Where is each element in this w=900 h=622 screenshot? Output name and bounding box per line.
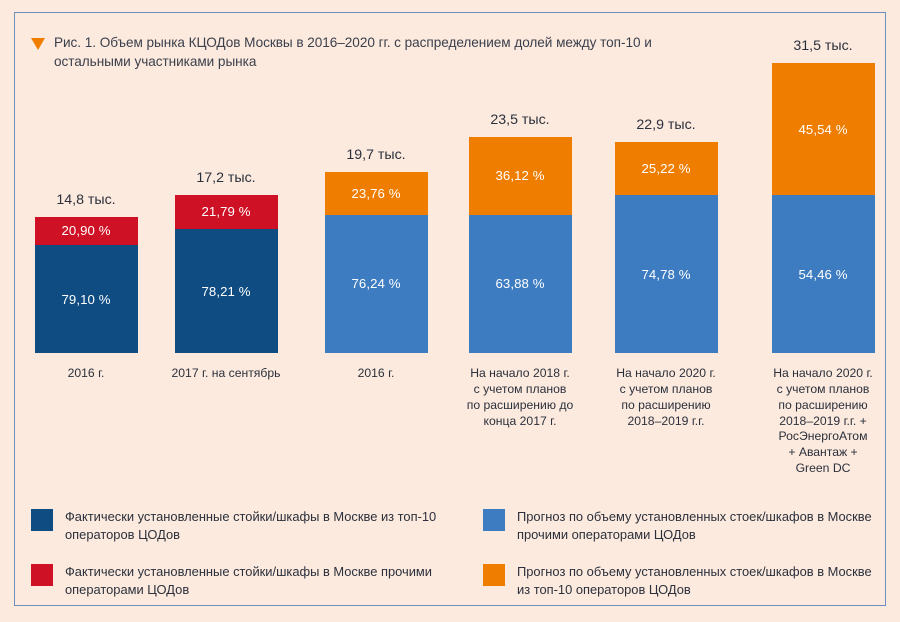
bar-segment-label: 54,46 % <box>798 266 848 282</box>
figure-title-text: Рис. 1. Объем рынка КЦОДов Москвы в 2016… <box>54 35 652 70</box>
bar-total-label: 22,9 тыс. <box>636 117 696 134</box>
bar-segment: 25,22 % <box>614 142 718 196</box>
legend-item-right-2[interactable]: Прогноз по объему установленных стоек/шк… <box>483 563 877 598</box>
category-label-line: РосЭнергоАтом <box>778 429 868 444</box>
category-label-line: 2018–2019 г.г. <box>627 413 705 428</box>
bar-total-label: 14,8 тыс. <box>56 191 116 208</box>
category-label-line: по расширению до <box>466 397 574 412</box>
category-label-line: по расширению <box>778 397 868 412</box>
bar-segment: 74,78 % <box>614 195 718 353</box>
category-label-line: с учетом планов <box>776 381 870 396</box>
legend-color-swatch <box>483 564 505 587</box>
category-label-line: с учетом планов <box>619 381 713 396</box>
bar-total-label: 31,5 тыс. <box>793 38 853 54</box>
triangle-down-icon <box>31 38 45 50</box>
bar-segment: 20,90 % <box>34 216 138 246</box>
bar-segment-label: 63,88 % <box>495 276 545 292</box>
bar-total-label: 17,2 тыс. <box>196 169 256 186</box>
bar-segment-label: 21,79 % <box>201 204 251 220</box>
category-label-line: На начало 2018 г. <box>470 366 570 380</box>
legend-item-label: Фактически установленные стойки/шкафы в … <box>65 564 432 597</box>
bar-segment: 54,46 % <box>771 195 875 353</box>
figure-title: Рис. 1. Объем рынка КЦОДов Москвы в 2016… <box>31 33 661 72</box>
category-label-line: На начало 2020 г. <box>616 366 716 380</box>
chart-plot-area: 20,90 % 79,10 % 14,8 тыс. 2016 г. 21,79 % 78,… <box>15 13 887 607</box>
category-label: 2016 г. <box>0 366 181 382</box>
category-label: На начало 2018 г. с учетом планов по расши… <box>425 366 615 429</box>
legend-column-left: Фактически установленные стойки/шкафы в … <box>31 508 483 598</box>
bar-segment: 79,10 % <box>34 245 138 353</box>
bar-segment-label: 79,10 % <box>61 291 111 307</box>
bar-segment-label: 23,76 % <box>351 185 401 201</box>
category-label-line: На начало 2020 г. <box>773 366 873 380</box>
category-label-line: 2018–2019 г.г. + <box>779 413 867 428</box>
bar-segment-label: 36,12 % <box>495 168 545 184</box>
bar-segment: 76,24 % <box>324 214 428 353</box>
category-label: 2017 г. на сентябрь <box>131 366 321 382</box>
bar-segment: 23,76 % <box>324 171 428 215</box>
bar-column: 20,90 % 79,10 % <box>34 216 138 353</box>
bar-segment-label: 25,22 % <box>641 161 691 177</box>
category-label-line: конца 2017 г. <box>483 413 557 428</box>
bar-segment-label: 76,24 % <box>351 276 401 292</box>
bar-segment: 78,21 % <box>174 229 278 353</box>
category-label-line: 2016 г. <box>67 366 105 380</box>
category-label: 2016 г. <box>281 366 471 382</box>
bar-total-label: 19,7 тыс. <box>346 146 406 163</box>
bar-total-label: 23,5 тыс. <box>490 111 550 128</box>
bar-segment: 36,12 % <box>468 136 572 215</box>
legend-item-label: Фактически установленные стойки/шкафы в … <box>65 509 437 542</box>
legend-color-swatch <box>31 509 53 531</box>
legend-item-left-2[interactable]: Фактически установленные стойки/шкафы в … <box>31 563 483 598</box>
legend-item-label: Прогноз по объему установленных стоек/шк… <box>517 564 872 597</box>
bar-segment-label: 45,54 % <box>798 121 848 137</box>
bar-segment-label: 74,78 % <box>641 266 691 282</box>
bar-column: 23,76 % 76,24 % <box>324 171 428 353</box>
legend-color-swatch <box>31 564 53 587</box>
category-label-line: 2017 г. на сентябрь <box>171 366 281 380</box>
legend-item-left-1[interactable]: Фактически установленные стойки/шкафы в … <box>31 508 483 543</box>
bar-segment: 45,54 % <box>771 63 875 196</box>
bar-column: 45,54 % 54,46 % <box>771 63 875 353</box>
figure-panel: Рис. 1. Объем рынка КЦОДов Москвы в 2016… <box>14 12 886 606</box>
category-label-line: с учетом планов <box>473 381 567 396</box>
category-label-line: Green DC <box>795 461 851 476</box>
category-label: На начало 2020 г. с учетом планов по расши… <box>728 366 900 477</box>
bar-column: 36,12 % 63,88 % <box>468 136 572 353</box>
bar-segment-label: 20,90 % <box>61 223 111 239</box>
chart-legend: Фактически установленные стойки/шкафы в … <box>31 508 877 598</box>
legend-column-right: Прогноз по объему установленных стоек/шк… <box>483 508 877 598</box>
legend-color-swatch <box>483 509 505 531</box>
bar-segment-label: 78,21 % <box>201 283 251 299</box>
bar-segment: 63,88 % <box>468 214 572 353</box>
category-label-line: + Авантаж + <box>788 445 858 460</box>
bar-segment: 21,79 % <box>174 194 278 230</box>
legend-item-right-1[interactable]: Прогноз по объему установленных стоек/шк… <box>483 508 877 543</box>
category-label-line: по расширению <box>621 397 711 412</box>
category-label-line: 2016 г. <box>357 366 395 380</box>
legend-item-label: Прогноз по объему установленных стоек/шк… <box>517 509 872 542</box>
category-label: На начало 2020 г. с учетом планов по расши… <box>571 366 761 429</box>
bar-column: 21,79 % 78,21 % <box>174 194 278 353</box>
bar-column: 25,22 % 74,78 % <box>614 142 718 353</box>
